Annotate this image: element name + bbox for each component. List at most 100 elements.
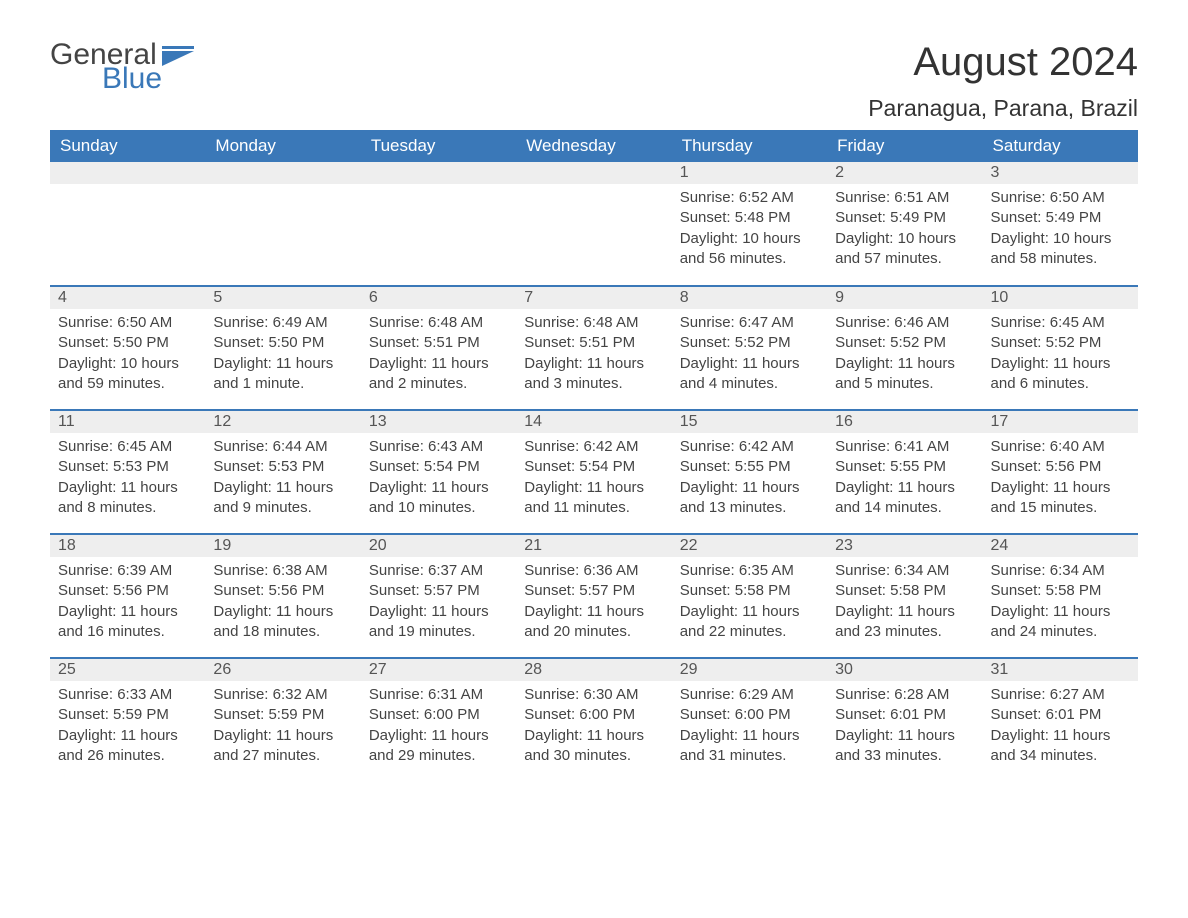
sunset-line: Sunset: 5:59 PM: [213, 705, 352, 725]
day-body: Sunrise: 6:47 AMSunset: 5:52 PMDaylight:…: [672, 309, 827, 402]
day-number: 5: [205, 287, 360, 309]
day-number: 31: [983, 659, 1138, 681]
daylight-line: Daylight: 11 hours and 9 minutes.: [213, 478, 352, 519]
sunset-line: Sunset: 6:01 PM: [835, 705, 974, 725]
day-body: Sunrise: 6:36 AMSunset: 5:57 PMDaylight:…: [516, 557, 671, 650]
day-number: 8: [672, 287, 827, 309]
day-body: Sunrise: 6:48 AMSunset: 5:51 PMDaylight:…: [361, 309, 516, 402]
day-cell: 2Sunrise: 6:51 AMSunset: 5:49 PMDaylight…: [827, 162, 982, 286]
day-cell: 4Sunrise: 6:50 AMSunset: 5:50 PMDaylight…: [50, 286, 205, 410]
sunrise-line: Sunrise: 6:38 AM: [213, 561, 352, 581]
sunset-line: Sunset: 5:56 PM: [58, 581, 197, 601]
day-number: 7: [516, 287, 671, 309]
day-cell: 31Sunrise: 6:27 AMSunset: 6:01 PMDayligh…: [983, 658, 1138, 782]
daylight-line: Daylight: 11 hours and 11 minutes.: [524, 478, 663, 519]
day-number: 17: [983, 411, 1138, 433]
day-body: Sunrise: 6:42 AMSunset: 5:54 PMDaylight:…: [516, 433, 671, 526]
daylight-line: Daylight: 11 hours and 22 minutes.: [680, 602, 819, 643]
daylight-line: Daylight: 11 hours and 18 minutes.: [213, 602, 352, 643]
daylight-line: Daylight: 11 hours and 13 minutes.: [680, 478, 819, 519]
day-body: Sunrise: 6:33 AMSunset: 5:59 PMDaylight:…: [50, 681, 205, 774]
day-cell: 13Sunrise: 6:43 AMSunset: 5:54 PMDayligh…: [361, 410, 516, 534]
daylight-line: Daylight: 11 hours and 23 minutes.: [835, 602, 974, 643]
sunset-line: Sunset: 5:56 PM: [213, 581, 352, 601]
day-cell: 3Sunrise: 6:50 AMSunset: 5:49 PMDaylight…: [983, 162, 1138, 286]
day-cell: 28Sunrise: 6:30 AMSunset: 6:00 PMDayligh…: [516, 658, 671, 782]
sunrise-line: Sunrise: 6:40 AM: [991, 437, 1130, 457]
week-row: 11Sunrise: 6:45 AMSunset: 5:53 PMDayligh…: [50, 410, 1138, 534]
sunset-line: Sunset: 5:50 PM: [213, 333, 352, 353]
day-number: 28: [516, 659, 671, 681]
sunrise-line: Sunrise: 6:52 AM: [680, 188, 819, 208]
day-cell: 18Sunrise: 6:39 AMSunset: 5:56 PMDayligh…: [50, 534, 205, 658]
day-number: 3: [983, 162, 1138, 184]
day-cell: 20Sunrise: 6:37 AMSunset: 5:57 PMDayligh…: [361, 534, 516, 658]
daylight-line: Daylight: 11 hours and 26 minutes.: [58, 726, 197, 767]
day-cell: [361, 162, 516, 286]
dayhdr-sat: Saturday: [983, 130, 1138, 162]
day-body: Sunrise: 6:52 AMSunset: 5:48 PMDaylight:…: [672, 184, 827, 277]
sunrise-line: Sunrise: 6:50 AM: [991, 188, 1130, 208]
day-cell: 5Sunrise: 6:49 AMSunset: 5:50 PMDaylight…: [205, 286, 360, 410]
day-number: 19: [205, 535, 360, 557]
week-row: 1Sunrise: 6:52 AMSunset: 5:48 PMDaylight…: [50, 162, 1138, 286]
day-number: 9: [827, 287, 982, 309]
day-body: Sunrise: 6:50 AMSunset: 5:50 PMDaylight:…: [50, 309, 205, 402]
sunrise-line: Sunrise: 6:29 AM: [680, 685, 819, 705]
flag-icon: [162, 46, 194, 66]
day-body: Sunrise: 6:35 AMSunset: 5:58 PMDaylight:…: [672, 557, 827, 650]
day-number: 30: [827, 659, 982, 681]
day-body: Sunrise: 6:30 AMSunset: 6:00 PMDaylight:…: [516, 681, 671, 774]
sunrise-line: Sunrise: 6:47 AM: [680, 313, 819, 333]
daylight-line: Daylight: 11 hours and 29 minutes.: [369, 726, 508, 767]
daylight-line: Daylight: 10 hours and 59 minutes.: [58, 354, 197, 395]
sunset-line: Sunset: 5:59 PM: [58, 705, 197, 725]
daylight-line: Daylight: 11 hours and 19 minutes.: [369, 602, 508, 643]
daylight-line: Daylight: 11 hours and 5 minutes.: [835, 354, 974, 395]
location: Paranagua, Parana, Brazil: [868, 95, 1138, 122]
sunset-line: Sunset: 5:49 PM: [991, 208, 1130, 228]
sunrise-line: Sunrise: 6:28 AM: [835, 685, 974, 705]
day-body: Sunrise: 6:48 AMSunset: 5:51 PMDaylight:…: [516, 309, 671, 402]
sunrise-line: Sunrise: 6:42 AM: [524, 437, 663, 457]
sunset-line: Sunset: 5:58 PM: [680, 581, 819, 601]
sunset-line: Sunset: 6:00 PM: [680, 705, 819, 725]
day-number: 29: [672, 659, 827, 681]
day-body: Sunrise: 6:49 AMSunset: 5:50 PMDaylight:…: [205, 309, 360, 402]
sunset-line: Sunset: 5:53 PM: [213, 457, 352, 477]
sunrise-line: Sunrise: 6:34 AM: [991, 561, 1130, 581]
day-number: 24: [983, 535, 1138, 557]
sunrise-line: Sunrise: 6:45 AM: [991, 313, 1130, 333]
day-body: Sunrise: 6:28 AMSunset: 6:01 PMDaylight:…: [827, 681, 982, 774]
sunrise-line: Sunrise: 6:36 AM: [524, 561, 663, 581]
daylight-line: Daylight: 10 hours and 58 minutes.: [991, 229, 1130, 270]
day-body: Sunrise: 6:31 AMSunset: 6:00 PMDaylight:…: [361, 681, 516, 774]
daylight-line: Daylight: 11 hours and 1 minute.: [213, 354, 352, 395]
day-body: Sunrise: 6:50 AMSunset: 5:49 PMDaylight:…: [983, 184, 1138, 277]
daylight-line: Daylight: 11 hours and 33 minutes.: [835, 726, 974, 767]
dayhdr-mon: Monday: [205, 130, 360, 162]
daylight-line: Daylight: 11 hours and 31 minutes.: [680, 726, 819, 767]
day-number: 25: [50, 659, 205, 681]
sunrise-line: Sunrise: 6:37 AM: [369, 561, 508, 581]
day-number: 23: [827, 535, 982, 557]
sunrise-line: Sunrise: 6:27 AM: [991, 685, 1130, 705]
sunset-line: Sunset: 5:48 PM: [680, 208, 819, 228]
day-number: 11: [50, 411, 205, 433]
daylight-line: Daylight: 11 hours and 24 minutes.: [991, 602, 1130, 643]
day-cell: 26Sunrise: 6:32 AMSunset: 5:59 PMDayligh…: [205, 658, 360, 782]
day-body: Sunrise: 6:40 AMSunset: 5:56 PMDaylight:…: [983, 433, 1138, 526]
calendar-body: 1Sunrise: 6:52 AMSunset: 5:48 PMDaylight…: [50, 162, 1138, 782]
sunset-line: Sunset: 5:57 PM: [524, 581, 663, 601]
sunset-line: Sunset: 5:52 PM: [991, 333, 1130, 353]
day-number: [205, 162, 360, 184]
dayhdr-thu: Thursday: [672, 130, 827, 162]
sunrise-line: Sunrise: 6:35 AM: [680, 561, 819, 581]
day-cell: 16Sunrise: 6:41 AMSunset: 5:55 PMDayligh…: [827, 410, 982, 534]
daylight-line: Daylight: 11 hours and 27 minutes.: [213, 726, 352, 767]
day-cell: 25Sunrise: 6:33 AMSunset: 5:59 PMDayligh…: [50, 658, 205, 782]
day-body: Sunrise: 6:34 AMSunset: 5:58 PMDaylight:…: [983, 557, 1138, 650]
day-number: 4: [50, 287, 205, 309]
day-number: 6: [361, 287, 516, 309]
sunset-line: Sunset: 5:51 PM: [369, 333, 508, 353]
